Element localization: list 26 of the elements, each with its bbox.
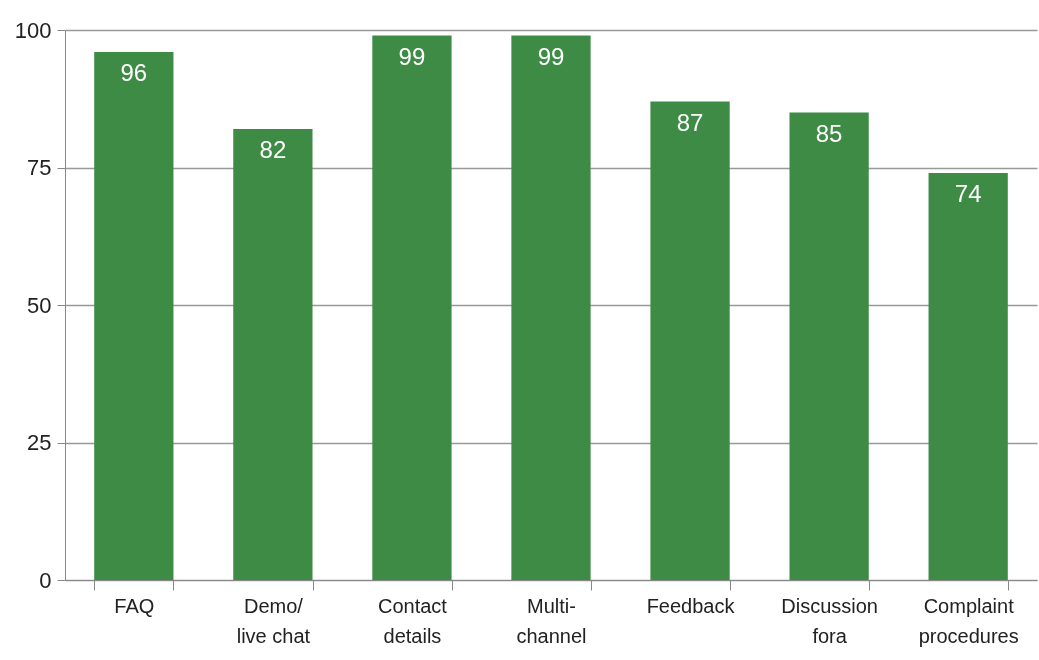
bar	[511, 35, 591, 580]
x-tick-label: Demo/live chat	[236, 594, 311, 647]
data-label: 99	[398, 42, 426, 70]
y-tick-label: 25	[27, 430, 52, 455]
data-label: 87	[676, 108, 704, 136]
bar	[789, 112, 869, 580]
x-tick-label: FAQ	[114, 594, 155, 617]
data-label: 85	[815, 119, 843, 147]
bar	[372, 35, 452, 580]
y-tick-label: 100	[14, 17, 52, 43]
bar	[928, 173, 1008, 580]
bar	[94, 52, 174, 580]
x-tick-label: Discussion fora	[781, 594, 878, 647]
x-tick-label: Multi-channel	[516, 594, 587, 647]
data-label: 74	[954, 180, 982, 207]
y-tick-label: 50	[27, 292, 52, 318]
bar	[650, 101, 730, 580]
data-label: 96	[120, 59, 148, 86]
data-label: 82	[259, 136, 287, 163]
bar	[233, 129, 313, 580]
data-label: 99	[537, 42, 565, 70]
x-tick-label: Complaint procedures	[918, 594, 1019, 647]
x-tick-label: Feedback	[646, 594, 736, 617]
y-tick-label: 0	[39, 567, 52, 593]
x-tick-label: Contact details	[377, 594, 448, 647]
y-tick-label: 75	[27, 155, 52, 180]
